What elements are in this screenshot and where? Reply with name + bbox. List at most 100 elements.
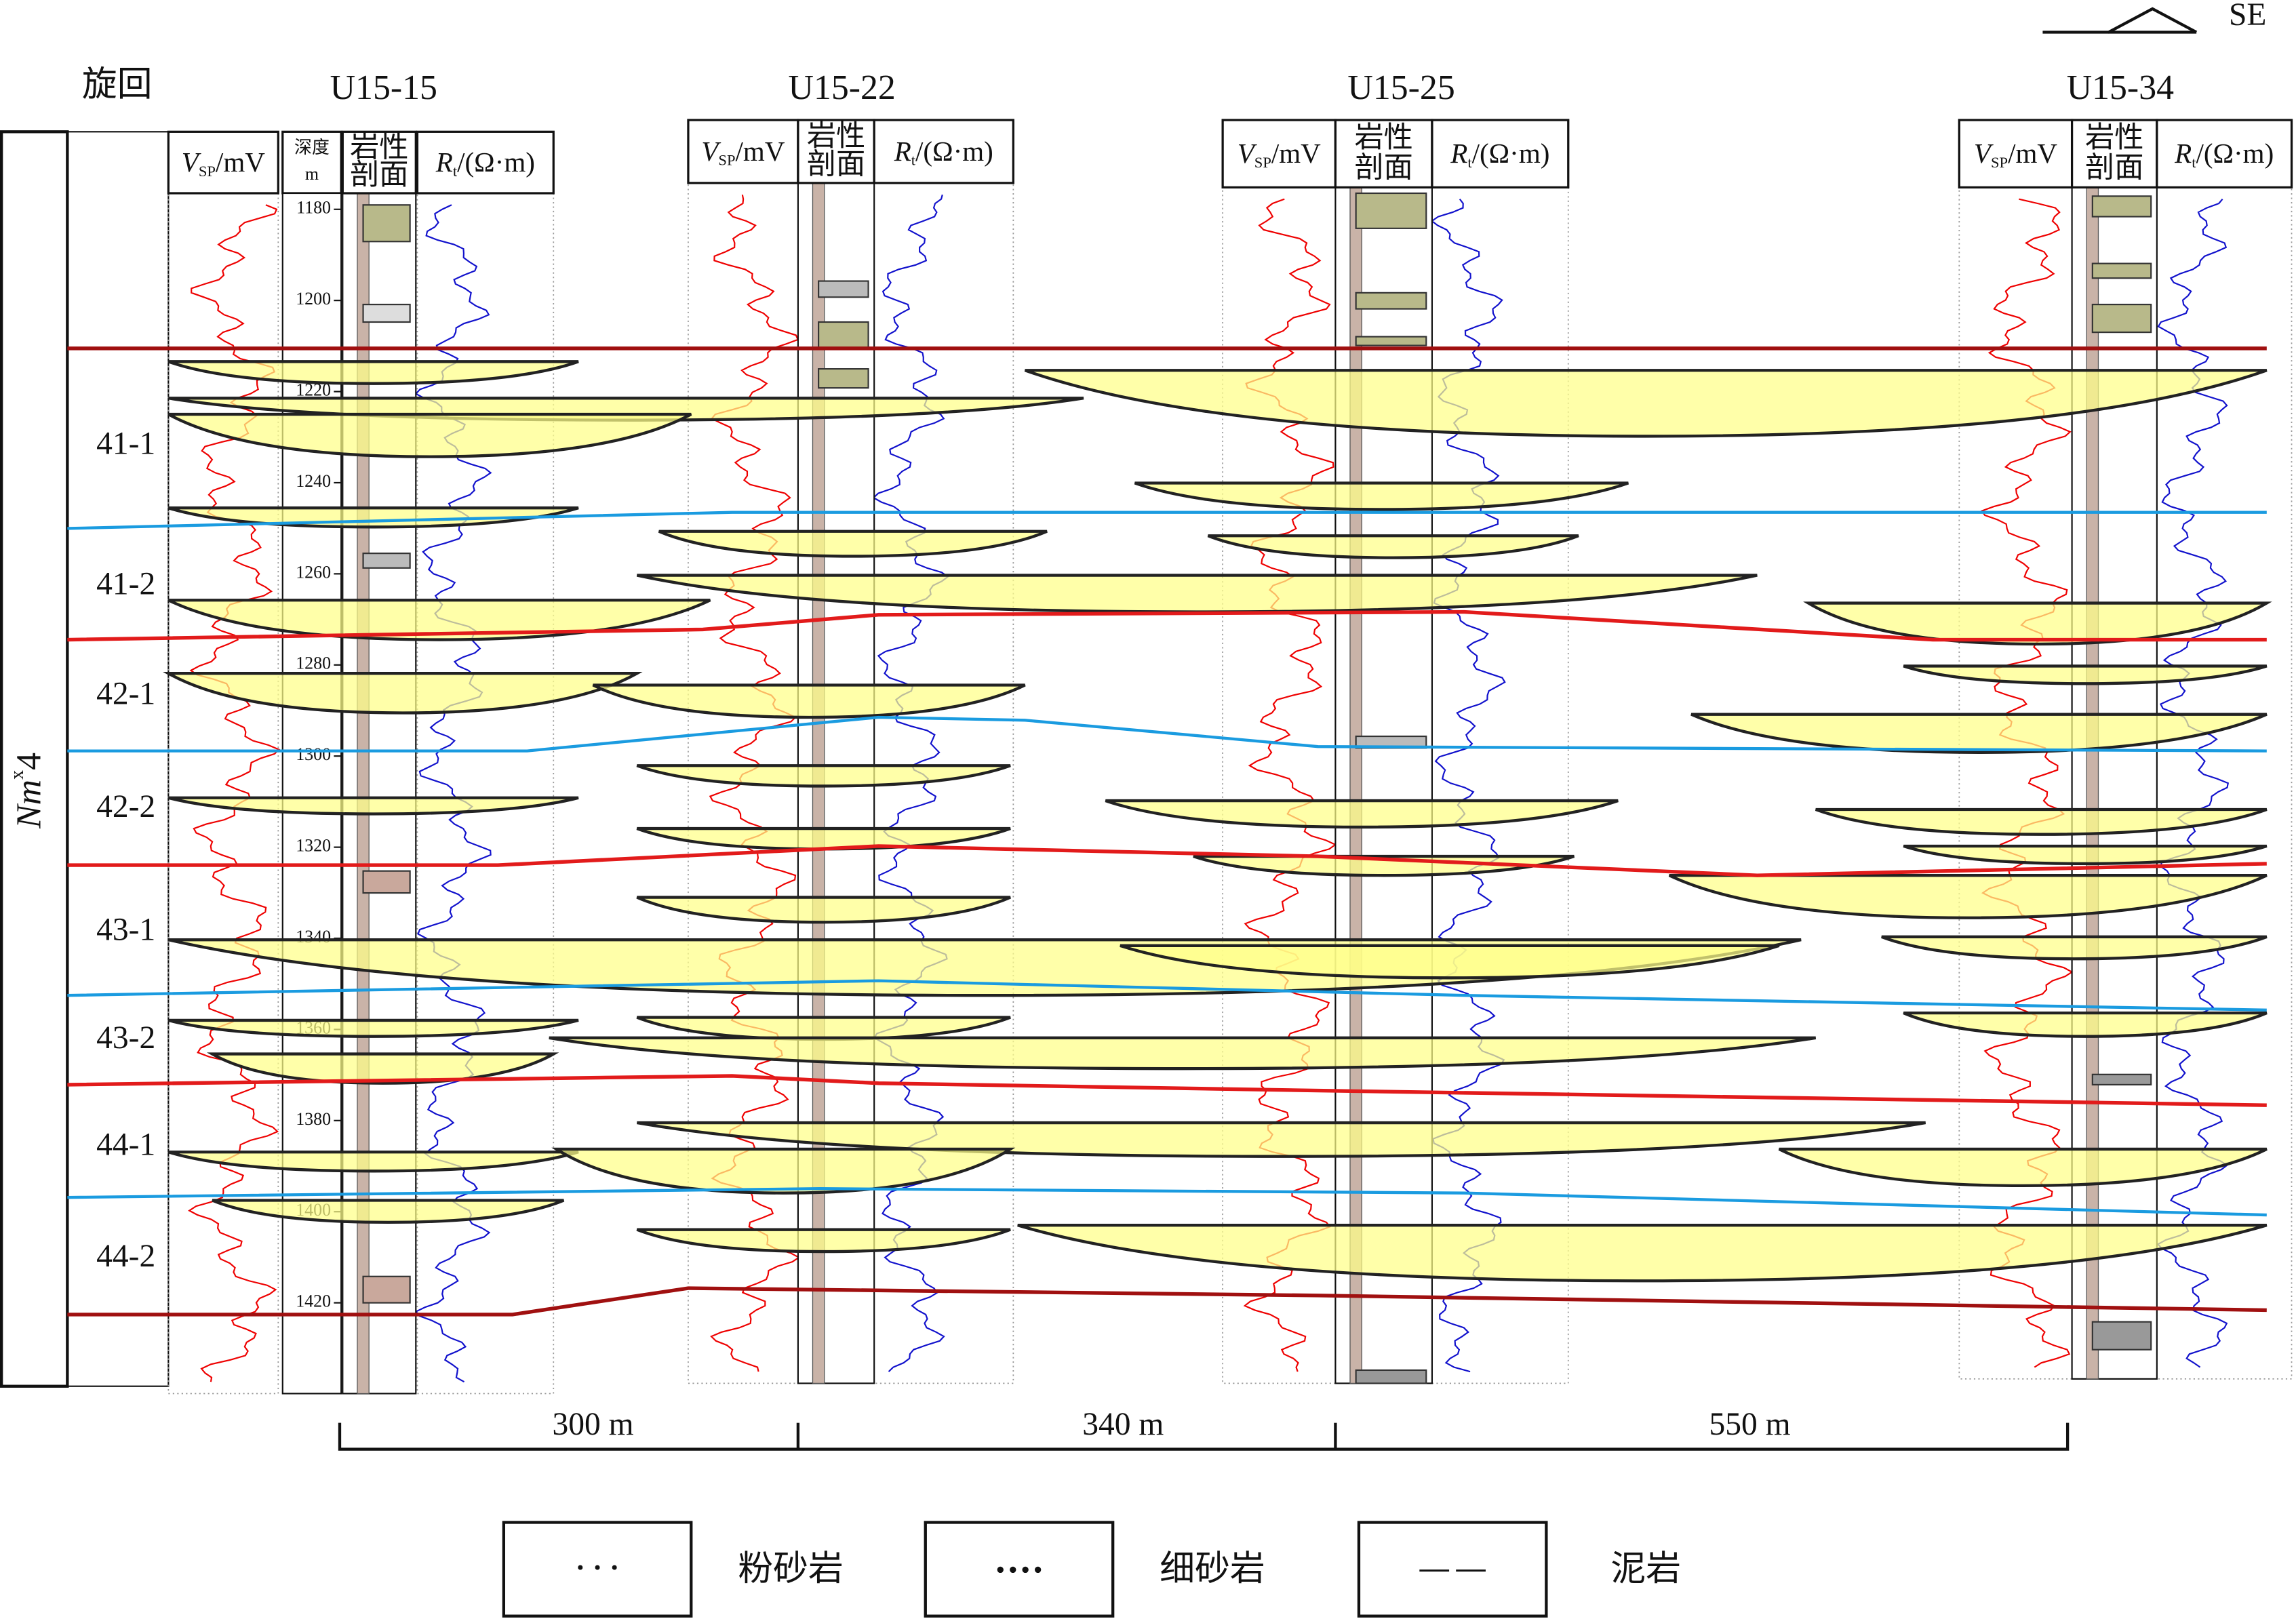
sand-lens: [636, 896, 1011, 924]
sand-lens: [1881, 935, 2268, 961]
lith-block: [362, 553, 411, 569]
lith-block: [362, 304, 411, 323]
lith-column: [2086, 186, 2099, 1380]
cycle-label: 41-1: [96, 426, 155, 461]
formation-label: Nmx4: [7, 753, 49, 829]
cycle-label: 43-1: [96, 912, 155, 947]
sub-cycle-boundary: [67, 511, 2267, 530]
log-track: [416, 193, 555, 1395]
sand-lens: [1903, 1011, 2268, 1038]
rt-header: Rt/(Ω·m): [2174, 138, 2274, 171]
legend-label: 粉砂岩: [738, 1550, 843, 1588]
lith-column: [1349, 186, 1362, 1384]
unit: /mV: [216, 146, 265, 178]
formation-sup: x: [7, 770, 28, 780]
header-cell: [687, 119, 799, 184]
sp-header: VSP/mV: [701, 136, 785, 169]
sand-lens: [167, 412, 692, 458]
lith-block: [2091, 262, 2152, 279]
header-cell: [167, 130, 279, 195]
symbol: R: [894, 136, 911, 167]
subscript: t: [911, 152, 916, 169]
sand-lens: [1903, 664, 2268, 685]
depth-tick-label: 1200: [296, 289, 331, 308]
lith-track: [2071, 186, 2158, 1380]
symbol: R: [2174, 138, 2192, 169]
sand-lens: [636, 1016, 1011, 1041]
lith-header: 岩性: [350, 132, 408, 163]
symbol: V: [1238, 138, 1257, 169]
log-track: [167, 193, 279, 1395]
cycle-boundary: [67, 1286, 2267, 1317]
lith-block: [818, 368, 869, 389]
subscript: SP: [1254, 154, 1271, 171]
unit: /(Ω·m): [2196, 138, 2274, 169]
symbol: V: [701, 136, 721, 167]
sand-lens: [1207, 534, 1579, 559]
sand-lens: [1017, 1224, 2268, 1283]
sand-lens: [1778, 1147, 2268, 1188]
depth-tick-label: 1280: [296, 654, 331, 673]
lith-block: [1355, 192, 1427, 229]
rt-header: Rt/(Ω·m): [1450, 138, 1549, 171]
log-track: [1431, 186, 1569, 1384]
header-cell: [341, 130, 417, 195]
lith-header: 剖面: [1354, 152, 1412, 184]
lith-header: 岩性: [1354, 122, 1412, 154]
sp-header: VSP/mV: [1974, 138, 2057, 171]
header-cell: [416, 130, 555, 195]
lith-block: [362, 1275, 411, 1304]
sub-cycle-boundary: [67, 715, 2267, 753]
log-track: [688, 182, 799, 1384]
rt-header: Rt/(Ω·m): [894, 136, 993, 169]
lith-block: [2091, 1321, 2152, 1351]
cycle-label: 42-2: [96, 789, 155, 824]
sand-lens: [636, 764, 1011, 788]
unit: /mV: [1271, 138, 1321, 169]
lith-block: [2091, 1073, 2152, 1085]
distance-bar: [338, 1422, 2070, 1451]
legend-label: 细砂岩: [1160, 1550, 1265, 1588]
header-cell: [1221, 119, 1337, 188]
sand-lens: [167, 1151, 579, 1173]
cycle-label: 44-1: [96, 1127, 155, 1163]
lith-header: 岩性: [2085, 122, 2143, 154]
depth-tick-label: 1260: [296, 562, 331, 582]
header-cell: [873, 119, 1014, 184]
subscript: SP: [199, 163, 216, 180]
depth-tick-label: 1180: [296, 198, 331, 218]
distance-label: 300 m: [553, 1407, 634, 1442]
lith-block: [818, 321, 869, 349]
depth-header: 深度: [294, 138, 330, 157]
symbol: V: [1974, 138, 1994, 169]
lith-block: [362, 870, 411, 894]
sand-lens: [167, 796, 579, 816]
legend-swatch: ● ● ● ●: [996, 1561, 1042, 1578]
depth-header: m: [305, 164, 319, 184]
sand-lens: [163, 672, 643, 715]
subscript: SP: [718, 152, 735, 169]
cycle-label: 44-2: [96, 1239, 155, 1274]
sand-lens: [1105, 799, 1619, 829]
lith-header: 剖面: [807, 149, 865, 181]
symbol: R: [1450, 138, 1467, 169]
unit: /(Ω·m): [1472, 138, 1550, 169]
lith-block: [818, 280, 869, 298]
lith-header: 剖面: [2085, 152, 2143, 184]
sand-lens: [636, 826, 1011, 851]
formation-base: Nm: [9, 780, 48, 829]
unit: /(Ω·m): [915, 136, 993, 167]
sand-lens: [167, 360, 579, 385]
lith-block: [2091, 304, 2152, 334]
cycle-header: 旋回: [82, 65, 153, 104]
well-name: U15-15: [330, 68, 437, 107]
sp-header: VSP/mV: [1238, 138, 1321, 171]
subscript: SP: [1991, 154, 2008, 171]
symbol: R: [435, 146, 453, 178]
sub-cycle-boundary: [67, 1187, 2267, 1217]
header-cell: [1958, 119, 2074, 188]
legend-box: [502, 1521, 693, 1618]
header-cell: [797, 119, 875, 184]
log-track: [2156, 186, 2293, 1380]
legend-box: [924, 1521, 1115, 1618]
